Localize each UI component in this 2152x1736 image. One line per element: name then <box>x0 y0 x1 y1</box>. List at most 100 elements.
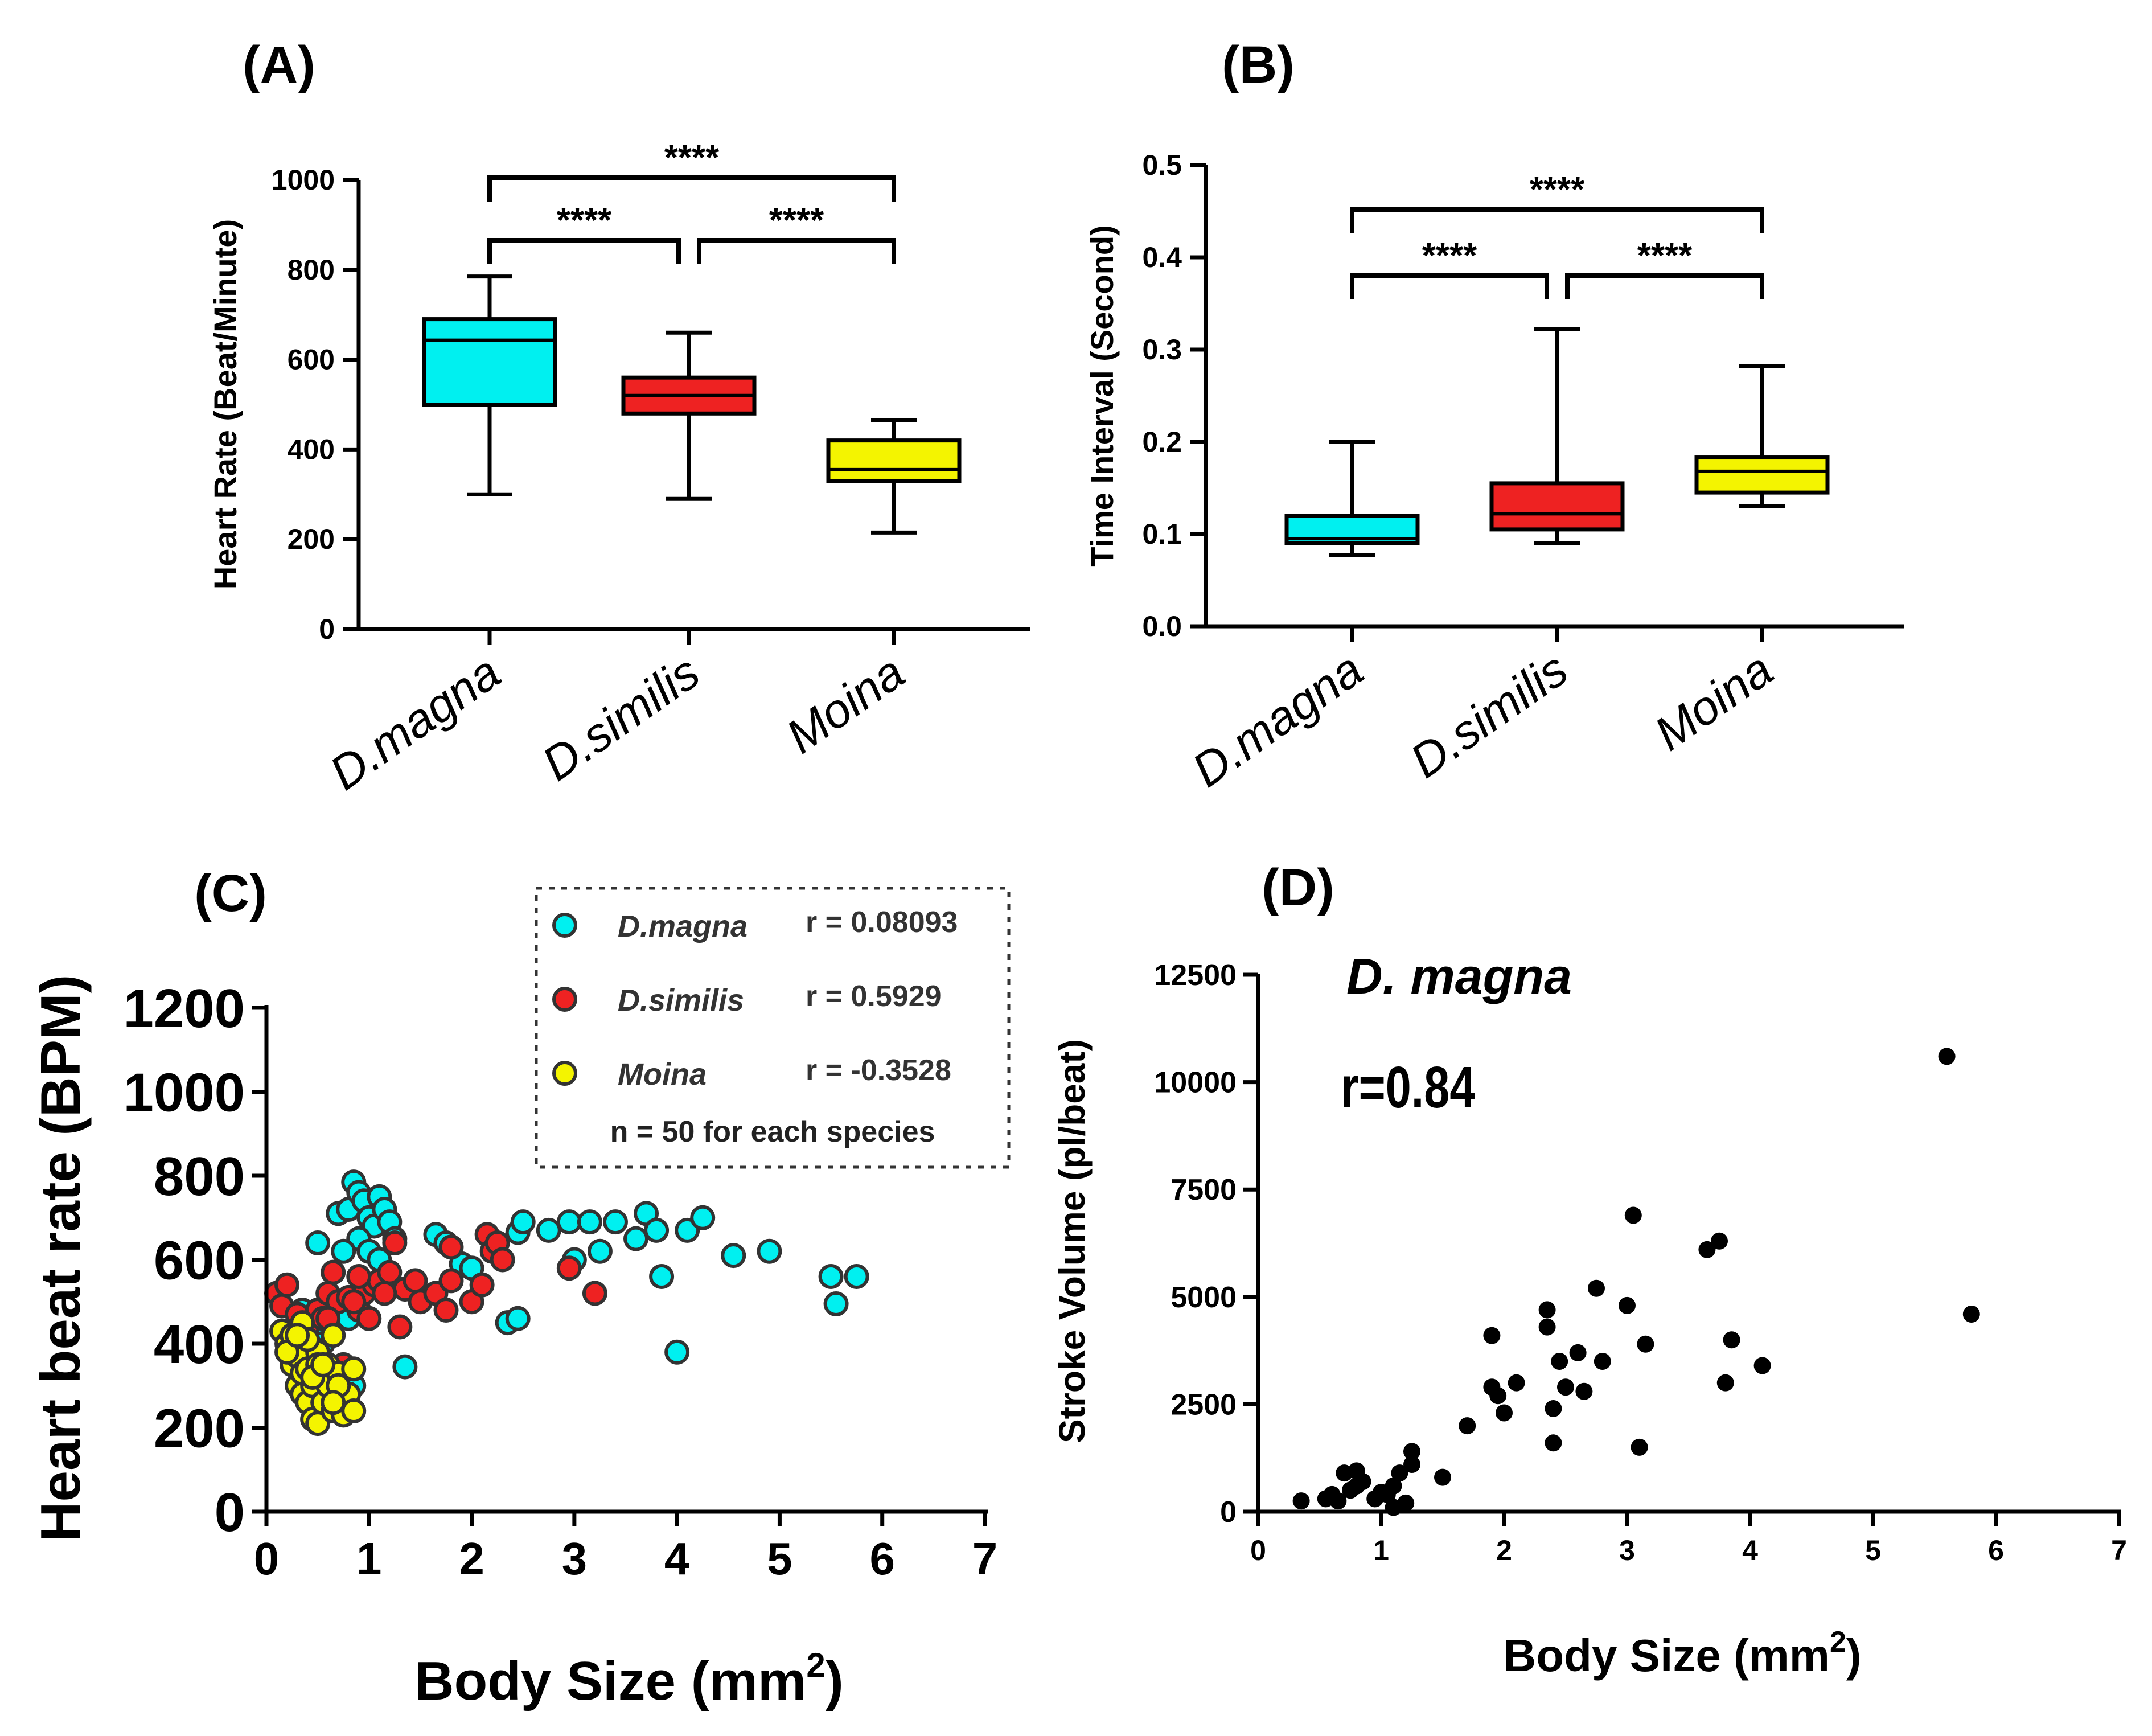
x-tick-label: 1 <box>356 1533 382 1584</box>
point-D.magna <box>556 1209 582 1235</box>
y-tick-label: 7500 <box>1171 1173 1237 1206</box>
x-tick-label: 3 <box>1619 1534 1635 1566</box>
significance-label: **** <box>769 201 824 240</box>
panel-b-x-categories: D.magna D.similis Moina <box>1182 642 1782 798</box>
x-tick-label: 4 <box>664 1533 690 1584</box>
point-d-magna <box>1551 1352 1568 1370</box>
significance-label: **** <box>557 201 612 240</box>
category-label: Moina <box>1645 642 1782 761</box>
panel-a-boxes <box>422 274 962 645</box>
y-tick-label: 0 <box>215 1482 245 1543</box>
y-tick-label: 0.2 <box>1142 426 1182 458</box>
point-D.magna <box>536 1217 561 1243</box>
x-tick-label: 3 <box>562 1533 588 1584</box>
y-tick-label: 5000 <box>1171 1281 1237 1314</box>
category-label: D.magna <box>1182 642 1372 798</box>
point-d-magna <box>1557 1378 1574 1396</box>
point-d-magna <box>1354 1473 1371 1491</box>
point-D.magna <box>721 1243 746 1269</box>
panel-c-x-title-sup: 2 <box>806 1646 825 1684</box>
y-tick-label: 0.4 <box>1142 241 1182 273</box>
point-D.similis <box>346 1264 372 1289</box>
box-D.similis <box>1489 481 1625 532</box>
x-tick-label: 7 <box>972 1533 998 1584</box>
panel-b: (B) **** **** **** 0.0 0.1 0.2 0.3 0.4 0.5 D.ma… <box>1084 36 1904 797</box>
significance-bracket <box>1350 273 1549 299</box>
point-d-magna <box>1489 1387 1507 1405</box>
point-d-magna <box>1962 1305 1980 1323</box>
panel-a-y-ticks: 0 200 400 600 800 1000 <box>272 164 359 645</box>
panel-b-label: (B) <box>1222 36 1295 94</box>
panel-c-y-title: Heart beat rate (BPM) <box>29 975 92 1542</box>
box-Moina <box>826 438 962 483</box>
point-D.magna <box>505 1306 531 1331</box>
point-d-magna <box>1624 1206 1642 1224</box>
point-d-magna <box>1938 1048 1956 1065</box>
x-tick-label: 5 <box>1865 1534 1881 1566</box>
point-D.magna <box>844 1264 869 1289</box>
category-label: D.similis <box>1401 642 1577 788</box>
panel-d-y-title: Stroke Volume (pl/beat) <box>1052 1039 1093 1443</box>
x-tick-label: 2 <box>1496 1534 1512 1566</box>
point-d-magna <box>1403 1456 1420 1474</box>
panel-d-x-ticks: 0 1 2 3 4 5 6 7 <box>1250 1512 2127 1566</box>
point-d-magna <box>1403 1443 1420 1460</box>
y-tick-label: 400 <box>154 1314 245 1375</box>
y-tick-label: 0.1 <box>1142 518 1182 550</box>
point-d-magna <box>1698 1241 1716 1258</box>
point-D.magna <box>757 1238 782 1264</box>
point-d-magna <box>1575 1382 1593 1400</box>
x-tick-label: 7 <box>2111 1534 2127 1566</box>
significance-bracket <box>487 175 896 202</box>
point-Moina <box>321 1390 346 1415</box>
point-D.similis <box>438 1234 464 1260</box>
point-d-magna <box>1538 1318 1556 1336</box>
point-D.similis <box>321 1259 346 1285</box>
panel-c-label: (C) <box>194 864 267 922</box>
x-tick-label: 6 <box>1988 1534 2004 1566</box>
point-D.magna <box>392 1354 418 1380</box>
panel-c-legend-note: n = 50 for each species <box>610 1115 935 1148</box>
point-d-magna <box>1723 1331 1740 1349</box>
panel-c-legend: D.magna r = 0.08093 D.similis r = 0.5929 Moi… <box>535 887 1011 1169</box>
point-d-magna <box>1538 1301 1556 1319</box>
y-tick-label: 800 <box>288 254 335 286</box>
point-d-magna <box>1434 1468 1451 1486</box>
significance-bracket <box>697 238 896 264</box>
category-label: Moina <box>777 645 914 764</box>
panel-d-title: D. magna <box>1346 948 1572 1004</box>
point-D.similis <box>341 1289 367 1315</box>
panel-b-boxes <box>1284 327 1830 642</box>
y-tick-label: 600 <box>288 344 335 376</box>
point-d-magna <box>1594 1352 1611 1370</box>
point-D.similis <box>438 1268 464 1294</box>
point-D.magna <box>818 1264 844 1289</box>
legend-marker-D.similis <box>552 987 577 1012</box>
legend-r-value: r = -0.3528 <box>806 1054 951 1087</box>
y-tick-label: 1000 <box>123 1062 245 1123</box>
panel-d-x-title-end: ) <box>1846 1630 1862 1681</box>
point-D.magna <box>664 1339 690 1365</box>
point-D.magna <box>305 1230 331 1255</box>
panel-d-x-title: Body Size (mm2) <box>1504 1626 1862 1681</box>
panel-c-legend-entries: D.magna r = 0.08093 D.similis r = 0.5929 Moi… <box>552 906 958 1091</box>
y-tick-label: 800 <box>154 1146 245 1207</box>
y-tick-label: 0.3 <box>1142 334 1182 366</box>
panel-a: (A) **** **** **** 0 200 400 600 800 1000 D.mag… <box>207 36 1030 800</box>
panel-d-x-title-main: Body Size (mm <box>1504 1630 1830 1681</box>
point-d-magna <box>1753 1357 1771 1374</box>
point-d-magna <box>1619 1296 1636 1314</box>
legend-label: Moina <box>618 1057 707 1091</box>
category-label: D.magna <box>320 645 510 801</box>
point-d-magna <box>1637 1335 1654 1353</box>
panel-d-y-ticks: 0 2500 5000 7500 10000 12500 <box>1154 959 1258 1529</box>
y-tick-label: 1200 <box>123 978 245 1039</box>
legend-marker-D.magna <box>552 913 577 938</box>
point-D.similis <box>356 1306 382 1331</box>
point-d-magna <box>1569 1344 1587 1361</box>
significance-label: **** <box>1422 236 1477 276</box>
point-D.magna <box>823 1291 849 1316</box>
y-tick-label: 10000 <box>1154 1066 1237 1099</box>
x-tick-label: 0 <box>1250 1534 1266 1566</box>
point-D.similis <box>382 1230 408 1255</box>
